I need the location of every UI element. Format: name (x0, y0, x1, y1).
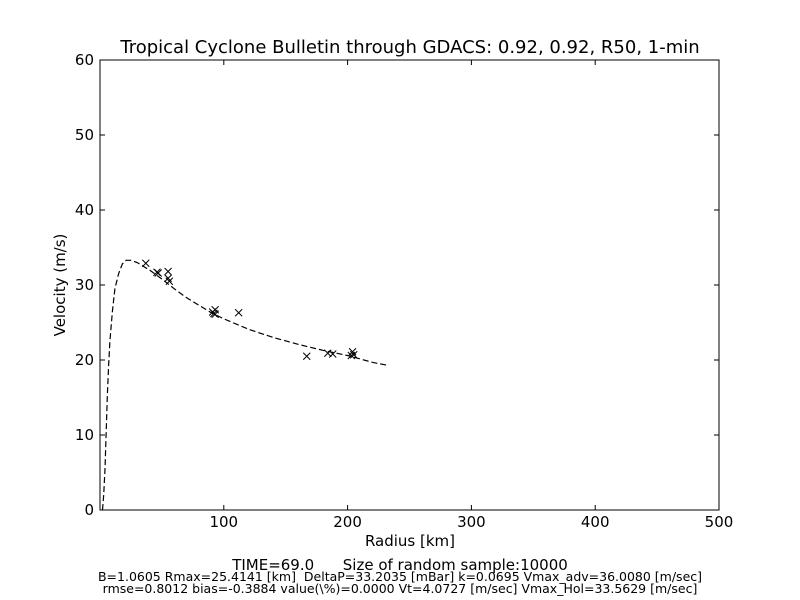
y-axis-label: Velocity (m/s) (51, 234, 69, 337)
footer-params: B=1.0605 Rmax=25.4141 [km] DeltaP=33.203… (97, 569, 703, 584)
fitted-profile-line (101, 259, 388, 511)
footer-time-sample: TIME=69.0 Size of random sample:10000 (232, 556, 568, 574)
y-tick-label: 50 (75, 126, 94, 144)
x-tick-label: 500 (705, 513, 734, 531)
y-tick-label: 0 (84, 501, 94, 519)
footer-stats: rmse=0.8012 bias=-0.3884 value(\%)=0.000… (102, 581, 698, 596)
data-point-marker (211, 310, 219, 319)
data-point-marker (164, 267, 172, 276)
data-point-marker (349, 350, 358, 359)
y-tick-label: 10 (75, 426, 94, 444)
x-tick-label: 400 (581, 513, 610, 531)
y-tick-label: 40 (75, 201, 94, 219)
x-tick-label: 100 (209, 513, 238, 531)
x-tick-label: 300 (457, 513, 486, 531)
data-point-marker (154, 269, 163, 277)
y-tick-label: 30 (75, 276, 94, 294)
y-tick-label: 60 (75, 51, 94, 69)
data-point-marker (141, 259, 150, 268)
y-tick-label: 20 (75, 351, 94, 369)
chart-title: Tropical Cyclone Bulletin through GDACS:… (119, 37, 699, 58)
data-point-marker (302, 352, 311, 361)
chart-series (101, 259, 388, 511)
plot-area (99, 59, 720, 511)
x-axis-label: Radius [km] (365, 532, 455, 550)
axis-ticks: 100 200 300 400 500 0 10 20 30 40 50 60 (75, 51, 733, 531)
x-tick-label: 200 (333, 513, 362, 531)
data-point-marker (234, 308, 243, 317)
